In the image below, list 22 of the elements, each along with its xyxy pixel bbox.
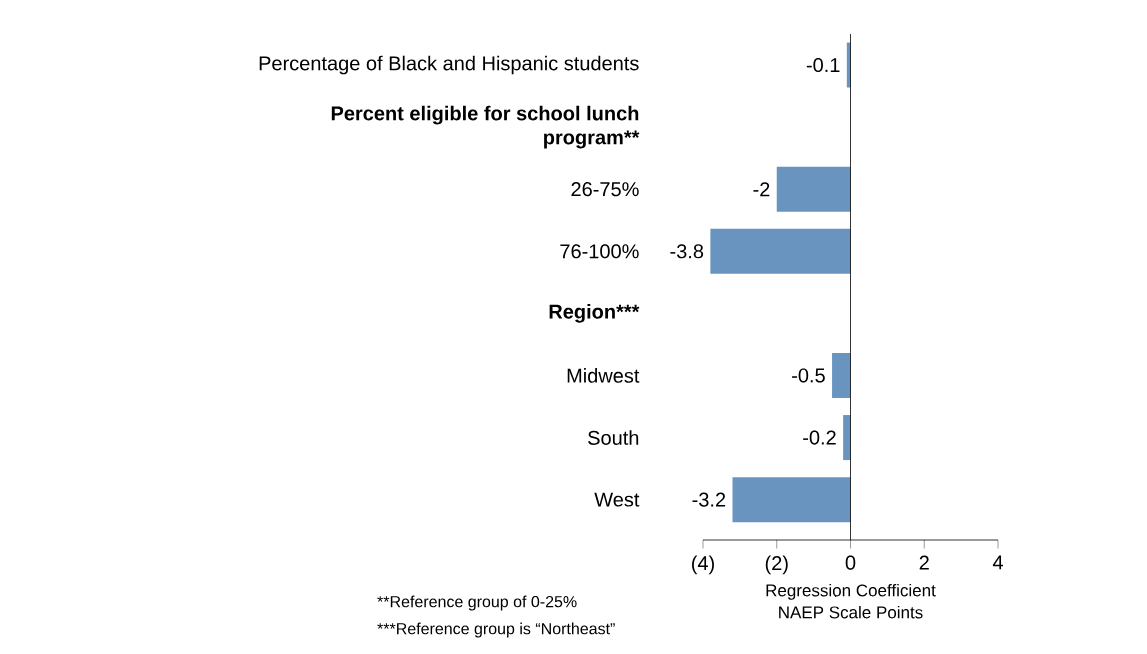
y-tick-label: West (594, 492, 640, 507)
data-label: -0.1 (806, 57, 840, 73)
y-tick-label: Midwest (567, 368, 640, 383)
data-label: -2 (753, 182, 770, 197)
x-axis-title: Regression Coefficient NAEP Scale Points (766, 583, 936, 619)
x-tick-label: 4 (992, 555, 1003, 570)
y-tick-label: 76-100% (560, 244, 639, 259)
text: ***Reference group is “Northeast” (377, 622, 615, 638)
data-label: -0.2 (803, 430, 836, 445)
data-label: -3.8 (670, 244, 704, 259)
data-label: -0.5 (792, 368, 825, 383)
data-label: -3.2 (692, 492, 726, 507)
y-tick-label: Percentage of Black and Hispanic students (259, 55, 639, 75)
y-tick-label: Percent eligible for school lunch program** (331, 105, 640, 149)
y-tick-label: South (588, 430, 639, 445)
x-tick-label: 0 (845, 555, 856, 570)
x-tick-label: (4) (692, 555, 714, 575)
x-tick-label: 2 (919, 555, 929, 570)
text: **Reference group of 0-25% (377, 595, 577, 611)
x-tick-label: (2) (765, 555, 788, 575)
y-tick-label: 26-75% (571, 182, 639, 197)
y-tick-label: Region*** (549, 304, 640, 323)
